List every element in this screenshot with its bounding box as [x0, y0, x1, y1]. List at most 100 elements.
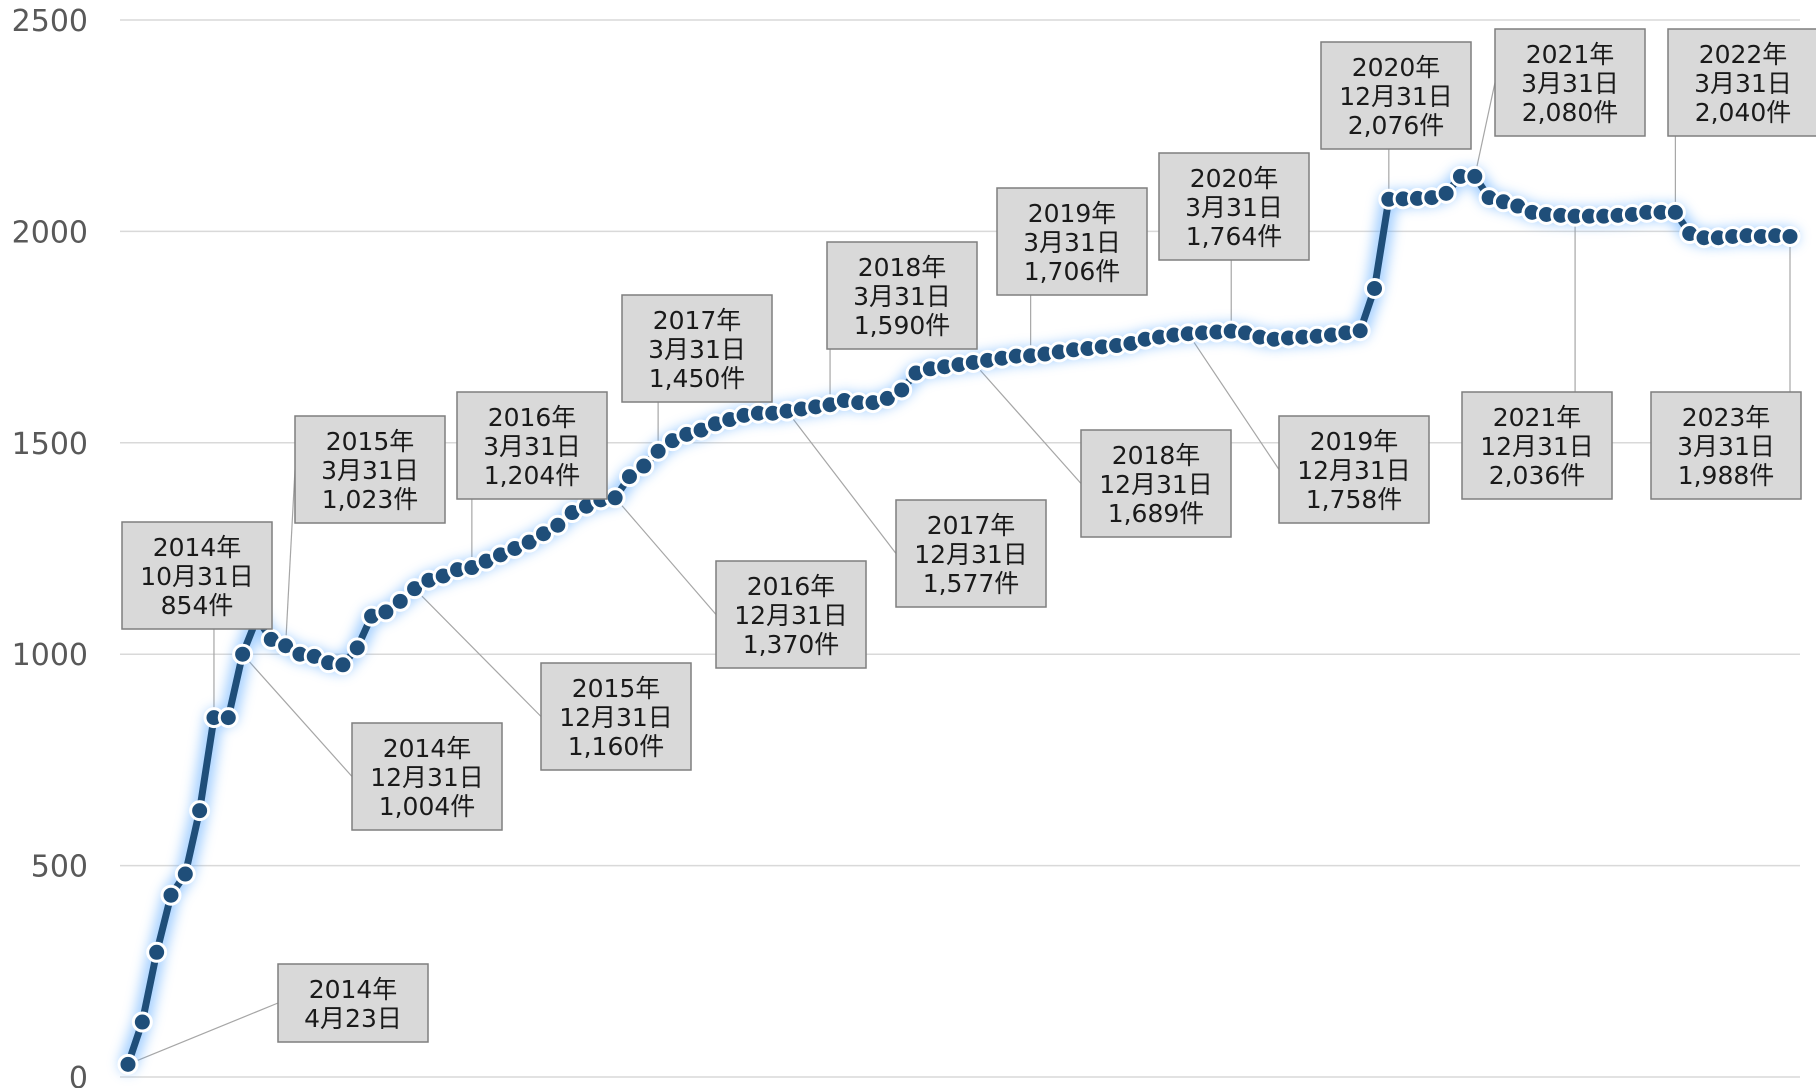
data-point-87: [1364, 277, 1385, 299]
annotation-text: 2022年 3月31日 2,040件: [1694, 40, 1792, 127]
annotation-label: 2014年 10月31日 854件: [121, 521, 273, 630]
annotation-line: 2021年: [1493, 403, 1582, 432]
annotation-text: 2017年 12月31日 1,577件: [914, 511, 1028, 598]
annotation-box: [1278, 415, 1430, 524]
annotation-leader: [786, 410, 897, 554]
annotation-label: 2019年 3月31日 1,706件: [996, 187, 1148, 296]
annotation-label: 2020年 12月31日 2,076件: [1320, 41, 1472, 150]
annotation-box: [540, 662, 692, 771]
annotation-line: 12月31日: [734, 601, 848, 630]
annotation-line: 3月31日: [1677, 432, 1775, 461]
annotation-line: 2015年: [326, 427, 415, 456]
annotation-line: 1,204件: [484, 461, 581, 490]
annotation-line: 2020年: [1352, 53, 1441, 82]
data-point-19: [389, 590, 411, 612]
annotation-label: 2021年 12月31日 2,036件: [1461, 391, 1613, 500]
annotation-label: 2022年 3月31日 2,040件: [1667, 28, 1816, 137]
data-point-108: [1664, 201, 1686, 223]
annotation-line: 1,764件: [1186, 222, 1283, 251]
data-point-86: [1349, 320, 1371, 342]
annotation-line: 854件: [161, 591, 234, 620]
data-point-16: [346, 637, 368, 659]
annotation-text: 2023年 3月31日 1,988件: [1677, 403, 1775, 490]
annotation-line: 2017年: [653, 306, 742, 335]
data-point-1: [131, 1011, 153, 1033]
annotation-text: 2014年 12月31日 1,004件: [370, 734, 484, 821]
data-point-4: [174, 863, 196, 885]
y-tick-label-500: 500: [31, 850, 88, 885]
annotation-label: 2017年 3月31日 1,450件: [621, 294, 773, 403]
annotation-label: 2021年 3月31日 2,080件: [1494, 28, 1646, 137]
annotation-box: [1667, 28, 1816, 137]
y-tick-label-2500: 2500: [12, 4, 88, 39]
annotation-line: 12月31日: [1480, 432, 1594, 461]
annotation-line: 1,577件: [923, 569, 1020, 598]
annotation-box: [1494, 28, 1646, 137]
annotation-line: 3月31日: [648, 335, 746, 364]
annotation-text: 2015年 12月31日 1,160件: [559, 674, 673, 761]
annotation-line: 2014年: [153, 533, 242, 562]
annotation-line: 2,080件: [1522, 98, 1619, 127]
annotation-line: 3月31日: [483, 432, 581, 461]
annotation-line: 1,988件: [1678, 461, 1775, 490]
annotation-label: 2019年 12月31日 1,758件: [1278, 415, 1430, 524]
annotation-line: 2018年: [1112, 441, 1201, 470]
annotation-line: 2018年: [858, 253, 947, 282]
data-point-3: [160, 884, 182, 906]
data-point-35: [618, 466, 640, 488]
annotation-line: 1,590件: [854, 311, 951, 340]
annotation-line: 2021年: [1526, 40, 1615, 69]
data-point-18: [375, 601, 397, 623]
annotation-box: [1461, 391, 1613, 500]
y-tick-label-2000: 2000: [12, 215, 88, 250]
annotation-line: 1,758件: [1306, 485, 1403, 514]
annotation-line: 1,160件: [568, 732, 665, 761]
annotation-box: [1650, 391, 1802, 500]
annotation-line: 3月31日: [853, 282, 951, 311]
annotation-label: 2015年 3月31日 1,023件: [294, 415, 446, 524]
annotation-line: 2019年: [1310, 427, 1399, 456]
annotation-box: [1080, 429, 1232, 538]
annotation-label: 2018年 12月31日 1,689件: [1080, 429, 1232, 538]
annotation-line: 1,689件: [1108, 499, 1205, 528]
y-axis: 0 500 1000 1500 2000 2500: [12, 4, 88, 1088]
annotation-label: 2023年 3月31日 1,988件: [1650, 391, 1802, 500]
annotation-leader: [1187, 333, 1280, 470]
annotation-box: [456, 391, 608, 500]
annotation-box: [715, 560, 867, 669]
annotation-line: 3月31日: [1694, 69, 1792, 98]
data-point-7: [217, 707, 239, 729]
annotation-label: 2020年 3月31日 1,764件: [1158, 152, 1310, 261]
annotation-line: 3月31日: [1185, 193, 1283, 222]
data-point-5: [189, 800, 211, 822]
annotation-box: [121, 521, 273, 630]
annotation-text: 2014年 10月31日 854件: [140, 533, 254, 620]
annotation-line: 2,076件: [1348, 111, 1445, 140]
annotation-text: 2020年 3月31日 1,764件: [1185, 164, 1283, 251]
annotation-line: 1,706件: [1024, 257, 1121, 286]
annotation-line: 12月31日: [1099, 470, 1213, 499]
annotation-leader: [127, 1002, 279, 1065]
annotation-box: [1158, 152, 1310, 261]
annotation-line: 4月23日: [304, 1004, 402, 1033]
annotation-line: 2016年: [488, 403, 577, 432]
data-point-54: [891, 379, 913, 401]
annotation-line: 12月31日: [1339, 82, 1453, 111]
annotation-label: 2015年 12月31日 1,160件: [540, 662, 692, 771]
annotation-leaders: [127, 82, 1791, 1065]
annotation-line: 2016年: [747, 572, 836, 601]
y-tick-label-1000: 1000: [12, 638, 88, 673]
annotation-label: 2014年 12月31日 1,004件: [351, 722, 503, 831]
annotation-text: 2016年 12月31日 1,370件: [734, 572, 848, 659]
annotation-line: 1,023件: [322, 485, 419, 514]
data-point-2: [146, 941, 168, 963]
data-point-30: [547, 514, 569, 536]
annotation-text: 2016年 3月31日 1,204件: [483, 403, 581, 490]
annotation-line: 10月31日: [140, 562, 254, 591]
annotation-text: 2015年 3月31日 1,023件: [321, 427, 419, 514]
annotation-text: 2018年 12月31日 1,689件: [1099, 441, 1213, 528]
annotation-leader: [1474, 82, 1496, 177]
annotation-text: 2014年 4月23日: [304, 975, 402, 1033]
